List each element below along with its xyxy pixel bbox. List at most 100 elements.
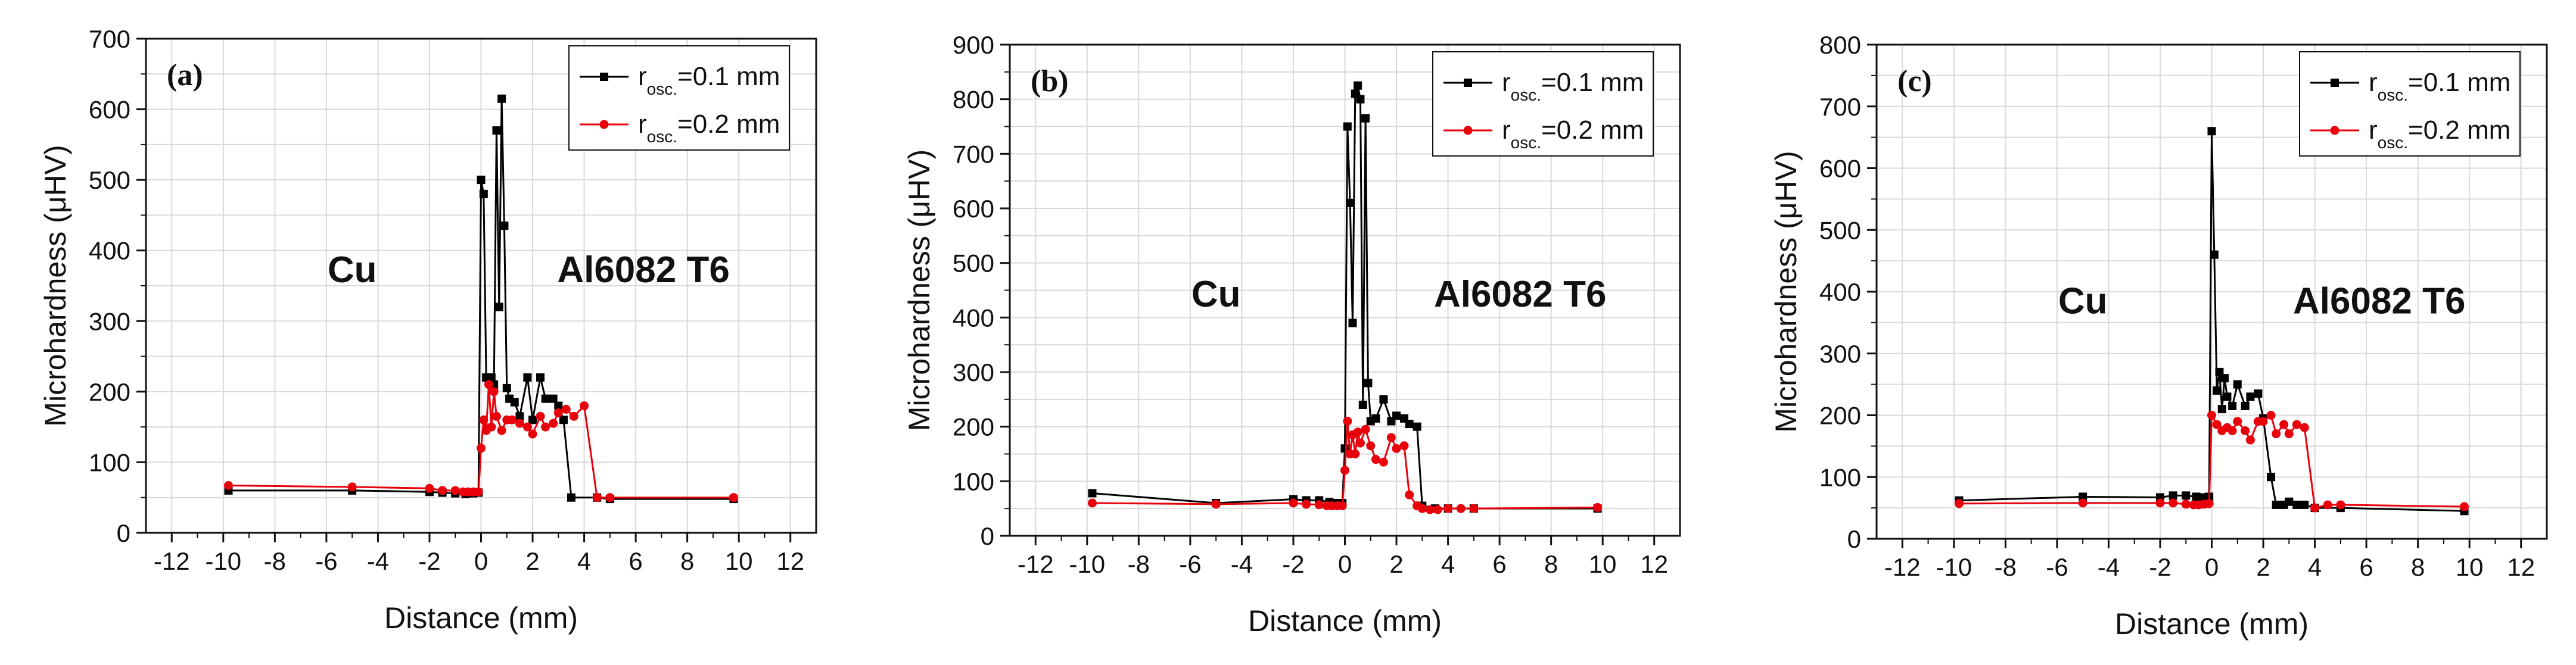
data-point [2233, 380, 2242, 389]
data-point [1302, 499, 1311, 509]
region-annotation: Cu [2058, 280, 2108, 321]
data-point [2279, 420, 2289, 429]
legend-entry: rosc.=0.2 mm [638, 110, 780, 146]
data-point [1361, 114, 1370, 123]
data-point [2217, 405, 2226, 414]
region-annotation: Al6082 T6 [557, 249, 730, 291]
data-point [477, 444, 486, 453]
data-point [2212, 420, 2222, 429]
x-tick-label: 2 [2256, 553, 2270, 581]
legend: rosc.=0.1 mm rosc.=0.2 mm [568, 45, 790, 151]
data-point [2254, 389, 2263, 398]
data-point [484, 380, 493, 389]
y-tick-label: 900 [953, 31, 994, 59]
data-point [2258, 417, 2268, 426]
data-point [523, 373, 532, 382]
data-point [494, 302, 503, 311]
data-point [2285, 497, 2294, 506]
data-point [1425, 505, 1435, 514]
data-point [438, 486, 447, 495]
x-tick-label: -2 [2149, 553, 2171, 581]
data-point [2246, 392, 2255, 401]
data-point [2460, 502, 2469, 511]
x-tick-label: 12 [1640, 550, 1668, 578]
data-point [425, 483, 434, 493]
x-tick-label: 12 [2507, 553, 2535, 581]
y-tick-label: 400 [953, 304, 994, 332]
data-point [2300, 423, 2309, 432]
legend-entry: rosc.=0.2 mm [1502, 115, 1644, 152]
data-point [1954, 499, 1964, 508]
x-tick-label: 10 [2456, 553, 2484, 581]
data-point [554, 401, 563, 410]
data-point [2272, 429, 2281, 439]
chart-panel-3: -12 -10 -8 -6 -4 -2 0 2 4 6 8 10 12 0 100 200 300 400 500 6… [1769, 31, 2548, 641]
data-point [2323, 500, 2332, 510]
legend-entry: rosc.=0.1 mm [1502, 68, 1644, 104]
y-tick-label: 700 [953, 140, 994, 168]
y-tick-label: 0 [981, 522, 994, 550]
data-point [1593, 502, 1603, 512]
data-point [2207, 411, 2216, 420]
data-point [502, 383, 511, 392]
y-axis-label: Microhardness (μHV) [903, 149, 936, 431]
y-tick-label: 200 [1819, 402, 1861, 430]
data-point [729, 493, 739, 502]
data-point [541, 394, 550, 403]
x-tick-label: 6 [629, 547, 642, 575]
data-point [1289, 498, 1298, 508]
chart-panel-1: -12 -10 -8 -6 -4 -2 0 2 4 6 8 10 12 0 100 200 300 400 500 6… [39, 25, 817, 635]
x-tick-label: 2 [525, 547, 539, 575]
data-point [1405, 420, 1414, 429]
data-point [347, 482, 357, 492]
data-point [2079, 492, 2087, 501]
legend-box [2299, 51, 2521, 157]
data-point [1337, 501, 1347, 511]
x-tick-label: -2 [418, 547, 440, 575]
data-point [487, 373, 496, 382]
data-point [2241, 426, 2250, 435]
x-tick-label: 8 [680, 547, 694, 575]
y-tick-label: 700 [1819, 93, 1861, 121]
x-tick-label: -8 [264, 547, 286, 575]
y-tick-label: 500 [1819, 216, 1861, 244]
data-point [2213, 386, 2222, 395]
data-point [489, 387, 499, 396]
x-tick-label: 2 [1389, 550, 1403, 578]
data-point [567, 493, 575, 502]
y-axis-label: Microhardness (μHV) [39, 145, 72, 426]
data-point [536, 373, 545, 382]
data-point [450, 486, 460, 495]
data-point [2223, 392, 2232, 401]
data-point [541, 422, 550, 432]
data-point [2210, 250, 2219, 259]
data-point [1346, 198, 1355, 207]
data-point [1392, 411, 1401, 420]
x-tick-label: 0 [2205, 553, 2219, 581]
data-point [1351, 449, 1360, 458]
data-point [1354, 81, 1362, 90]
data-point [2228, 401, 2237, 410]
data-point [497, 94, 506, 103]
region-annotation: Cu [1191, 274, 1241, 315]
data-point [522, 422, 532, 432]
y-axis-label: Microhardness (μHV) [1769, 151, 1803, 432]
region-annotation: Al6082 T6 [2293, 280, 2466, 321]
x-tick-label: 6 [1492, 550, 1506, 578]
data-point [1379, 457, 1388, 467]
data-point [497, 426, 506, 435]
y-tick-label: 700 [89, 25, 130, 53]
data-point [2181, 499, 2191, 509]
y-tick-label: 300 [953, 358, 994, 386]
data-point [2336, 500, 2345, 510]
data-point [2233, 417, 2242, 426]
data-point [2245, 435, 2255, 445]
data-point [536, 411, 545, 421]
data-point [1417, 504, 1427, 513]
data-point [559, 416, 568, 424]
legend-entry: rosc.=0.1 mm [638, 62, 780, 98]
data-point [528, 429, 537, 439]
x-tick-label: 0 [474, 547, 488, 575]
y-tick-label: 200 [89, 378, 130, 406]
data-point [2078, 498, 2087, 508]
